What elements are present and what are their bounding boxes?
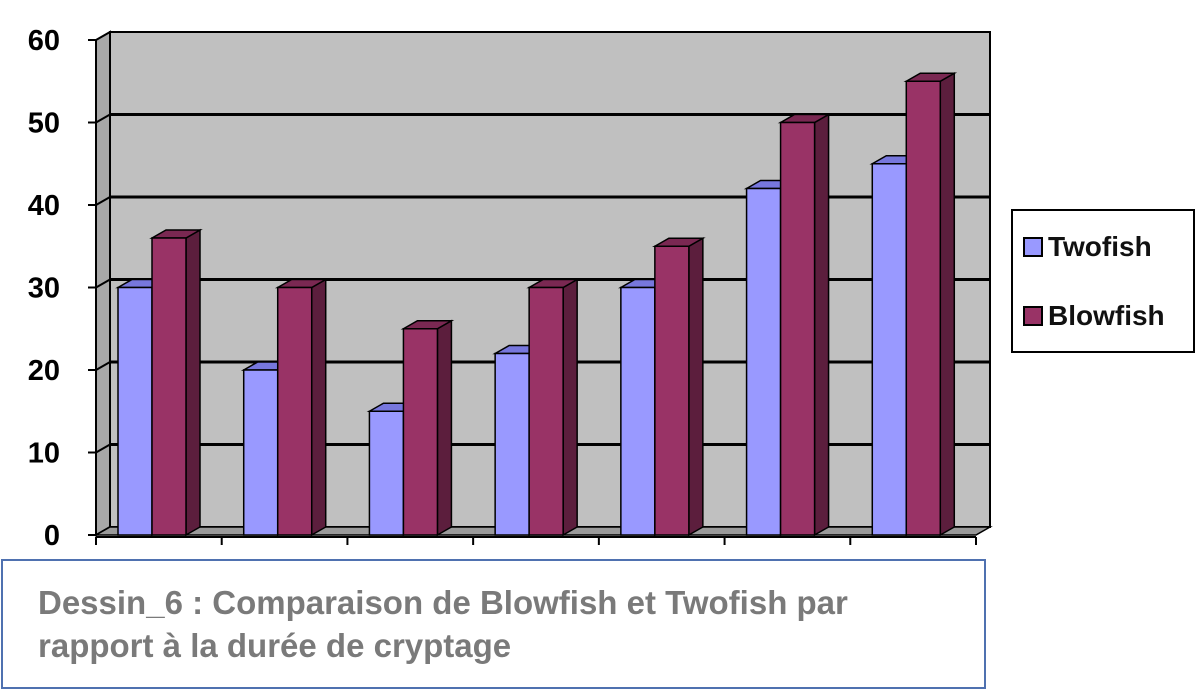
gridline-side — [95, 278, 111, 289]
y-tick-label: 30 — [28, 273, 60, 305]
bar-front — [745, 187, 782, 536]
legend-swatch-blowfish — [1023, 306, 1043, 326]
bar-side — [939, 71, 956, 537]
bar-front — [368, 410, 405, 536]
y-tick-label: 10 — [28, 438, 60, 470]
bar-front — [871, 163, 908, 536]
bar-side — [185, 228, 201, 537]
bar-blowfish — [149, 228, 203, 537]
y-tick-label: 50 — [28, 108, 60, 140]
bar-front — [654, 245, 690, 536]
y-axis: 0 10 20 30 40 50 60 — [28, 25, 97, 552]
bar-front — [242, 369, 279, 536]
gridline-side — [95, 113, 111, 124]
legend: Twofish Blowfish — [1011, 209, 1195, 353]
bar-front — [276, 286, 313, 536]
figure-caption-box: Dessin_6 : Comparaison de Blowfish et Tw… — [1, 559, 986, 689]
figure-caption: Dessin_6 : Comparaison de Blowfish et Tw… — [38, 584, 848, 664]
bar-blowfish — [526, 278, 580, 537]
y-tick-label: 60 — [28, 25, 60, 57]
bar-side — [436, 319, 453, 537]
bar-series — [115, 71, 958, 537]
gridline-side — [95, 361, 111, 371]
y-tick-label: 0 — [44, 520, 60, 552]
bar-front — [905, 80, 942, 536]
bar-side — [813, 113, 830, 537]
bar-front — [117, 286, 153, 536]
bar-blowfish — [274, 278, 329, 537]
bar-blowfish — [400, 319, 455, 537]
legend-swatch-twofish — [1023, 237, 1043, 257]
gridline-side — [95, 196, 111, 206]
bar-front — [528, 286, 564, 536]
legend-label-twofish: Twofish — [1048, 231, 1152, 262]
bar-front — [402, 328, 439, 536]
bar-side — [562, 278, 578, 537]
legend-frame — [1011, 209, 1195, 353]
gridline-side — [95, 443, 111, 454]
bar-side — [310, 278, 327, 537]
bar-front — [620, 286, 656, 536]
bar-blowfish — [903, 71, 958, 537]
bar-front — [151, 237, 187, 536]
x-axis — [95, 536, 977, 545]
bar-blowfish — [652, 236, 706, 537]
y-tick-label: 20 — [28, 355, 60, 387]
y-tick-label: 40 — [28, 190, 60, 222]
legend-label-blowfish: Blowfish — [1048, 300, 1165, 331]
bar-blowfish — [777, 113, 832, 537]
bar-side — [688, 236, 704, 537]
bar-front — [494, 352, 530, 536]
bar-front — [779, 121, 816, 536]
